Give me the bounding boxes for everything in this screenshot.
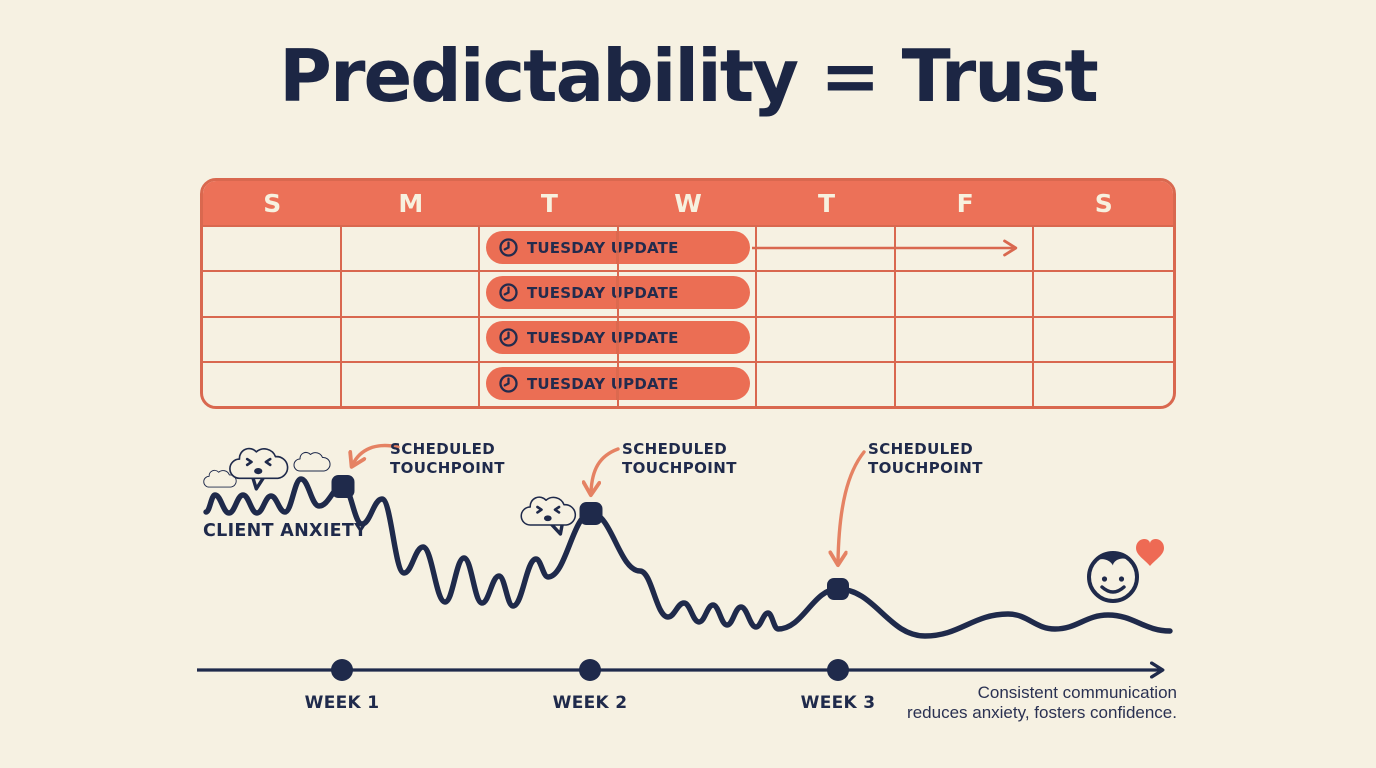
calendar-cell	[757, 270, 896, 316]
caption-line1: Consistent communication	[977, 683, 1177, 702]
touchpoint-dot-2	[579, 502, 603, 525]
touchpoint-label-2: SCHEDULED TOUCHPOINT	[622, 440, 737, 477]
timeline-axis	[197, 659, 1160, 681]
calendar-cell	[895, 225, 1035, 271]
calendar-cell	[1034, 225, 1173, 270]
clock-icon	[499, 238, 518, 257]
touchpoint-arrow-2	[591, 447, 620, 492]
caption-line2: reduces anxiety, fosters confidence.	[907, 702, 1177, 722]
day-header-thu: T	[818, 188, 836, 218]
day-header-sun: S	[263, 188, 282, 218]
calendar-cell	[341, 360, 481, 406]
event-label: TUESDAY UPDATE	[527, 374, 679, 393]
calendar-cell	[341, 270, 481, 316]
grid-line-overlay	[616, 276, 619, 309]
touchpoint-label-line2: TOUCHPOINT	[622, 458, 737, 477]
day-header-wed: W	[674, 188, 702, 218]
touchpoint-arrow-3	[838, 450, 866, 562]
grid-line-overlay	[616, 321, 619, 354]
calendar-cell	[618, 315, 758, 361]
calendar-cell	[341, 225, 481, 271]
happy-face-icon	[1087, 551, 1139, 603]
timeline-dot-week2	[579, 659, 601, 681]
anxious-cloud-icon	[229, 447, 289, 489]
calendar-cell	[203, 270, 342, 316]
event-pill-week4: TUESDAY UPDATE	[486, 367, 750, 400]
calendar-cell	[895, 360, 1035, 406]
small-cloud-icon	[293, 451, 331, 472]
calendar-cell	[203, 225, 342, 271]
calendar-grid	[203, 225, 1173, 406]
touchpoint-label-line2: TOUCHPOINT	[390, 458, 505, 477]
touchpoint-label-line1: SCHEDULED	[622, 440, 728, 458]
curve-label: CLIENT ANXIETY	[203, 521, 368, 541]
week-label-2: WEEK 2	[552, 693, 628, 713]
calendar-cell	[757, 315, 896, 361]
touchpoint-label-line1: SCHEDULED	[868, 440, 974, 458]
calendar-cell	[618, 270, 758, 316]
event-label: TUESDAY UPDATE	[527, 283, 679, 302]
grid-line-overlay	[616, 231, 619, 264]
caption: Consistent communication reduces anxiety…	[907, 683, 1177, 722]
clock-icon	[499, 283, 518, 302]
heart-icon	[1136, 539, 1164, 566]
calendar-cell	[757, 360, 896, 406]
calendar-cell	[341, 315, 481, 361]
calendar-cell	[1034, 270, 1173, 315]
day-header-mon: M	[398, 188, 424, 218]
calendar-cell	[895, 270, 1035, 316]
event-label: TUESDAY UPDATE	[527, 238, 679, 257]
touchpoint-arrow-1	[353, 443, 400, 464]
calendar-cell	[1034, 360, 1173, 406]
day-header-sat: S	[1094, 188, 1113, 218]
weekly-calendar: S M T W T F S TUESDAY UPDATE TUESDAY UPD…	[200, 178, 1176, 409]
touchpoint-label-1: SCHEDULED TOUCHPOINT	[390, 440, 505, 477]
touchpoint-dot-1	[331, 475, 355, 498]
calendar-cell	[203, 315, 342, 361]
calendar-cell	[618, 360, 758, 406]
event-label: TUESDAY UPDATE	[527, 328, 679, 347]
anxiety-curve	[203, 476, 1173, 639]
calendar-cell	[203, 360, 342, 406]
clock-icon	[499, 374, 518, 393]
week-label-1: WEEK 1	[304, 693, 380, 713]
calendar-day-header-row: S M T W T F S	[203, 181, 1173, 225]
event-pill-week3: TUESDAY UPDATE	[486, 321, 750, 354]
event-pill-week2: TUESDAY UPDATE	[486, 276, 750, 309]
touchpoint-label-3: SCHEDULED TOUCHPOINT	[868, 440, 983, 477]
touchpoint-label-line1: SCHEDULED	[390, 440, 496, 458]
week-label-3: WEEK 3	[800, 693, 876, 713]
calendar-cell	[895, 315, 1035, 361]
touchpoint-dot-3	[827, 578, 849, 600]
clock-icon	[499, 328, 518, 347]
timeline-dot-week3	[827, 659, 849, 681]
event-pill-week1: TUESDAY UPDATE	[486, 231, 750, 264]
day-header-tue: T	[540, 188, 558, 218]
day-header-fri: F	[956, 188, 974, 218]
grid-line-overlay	[616, 367, 619, 400]
touchpoint-label-line2: TOUCHPOINT	[868, 458, 983, 477]
timeline-dot-week1	[331, 659, 353, 681]
calendar-cell	[1034, 315, 1173, 361]
page-title: Predictability = Trust	[279, 34, 1099, 118]
anxious-cloud-icon	[520, 496, 577, 534]
